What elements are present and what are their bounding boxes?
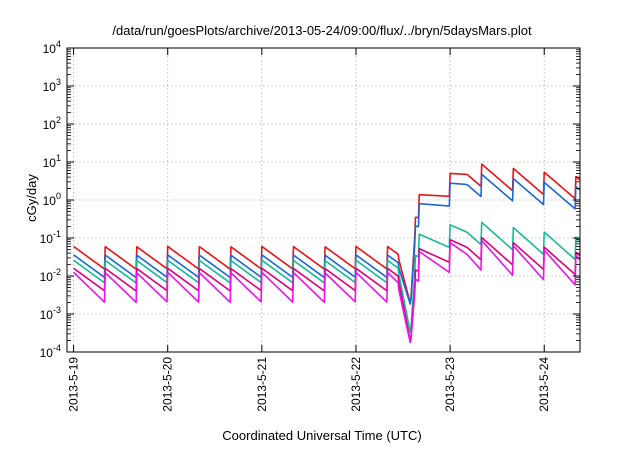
x-tick-label: 2013-5-20	[161, 357, 175, 412]
series-line-2	[73, 173, 581, 305]
y-tick-label: 10-3	[40, 305, 61, 322]
y-tick-label: 10-4	[40, 343, 61, 360]
x-tick-label: 2013-5-19	[67, 357, 81, 412]
chart-title: /data/run/goesPlots/archive/2013-05-24/0…	[112, 23, 532, 38]
y-tick-label: 100	[43, 191, 61, 208]
y-tick-label: 10-2	[40, 267, 61, 284]
y-axis-label: cGy/day	[24, 174, 39, 222]
series-line-1	[73, 163, 581, 304]
series-line-4	[73, 236, 581, 342]
y-tick-label: 10-1	[40, 229, 61, 246]
series-line-3	[73, 221, 581, 333]
y-tick-label: 104	[43, 39, 61, 56]
y-tick-label: 102	[43, 115, 61, 132]
x-tick-label: 2013-5-22	[349, 357, 363, 412]
series-group	[73, 163, 581, 344]
x-tick-label: 2013-5-24	[537, 357, 551, 412]
x-axis-label: Coordinated Universal Time (UTC)	[222, 428, 421, 443]
series-line-5	[73, 239, 581, 344]
x-tick-label: 2013-5-21	[255, 357, 269, 412]
y-tick-label: 101	[43, 153, 61, 170]
y-tick-label: 103	[43, 77, 61, 94]
x-tick-label: 2013-5-23	[443, 357, 457, 412]
ticks: 10-4 10-3 10-2 10-1 100 101 102 103 104 2013-5-19…	[40, 39, 580, 412]
